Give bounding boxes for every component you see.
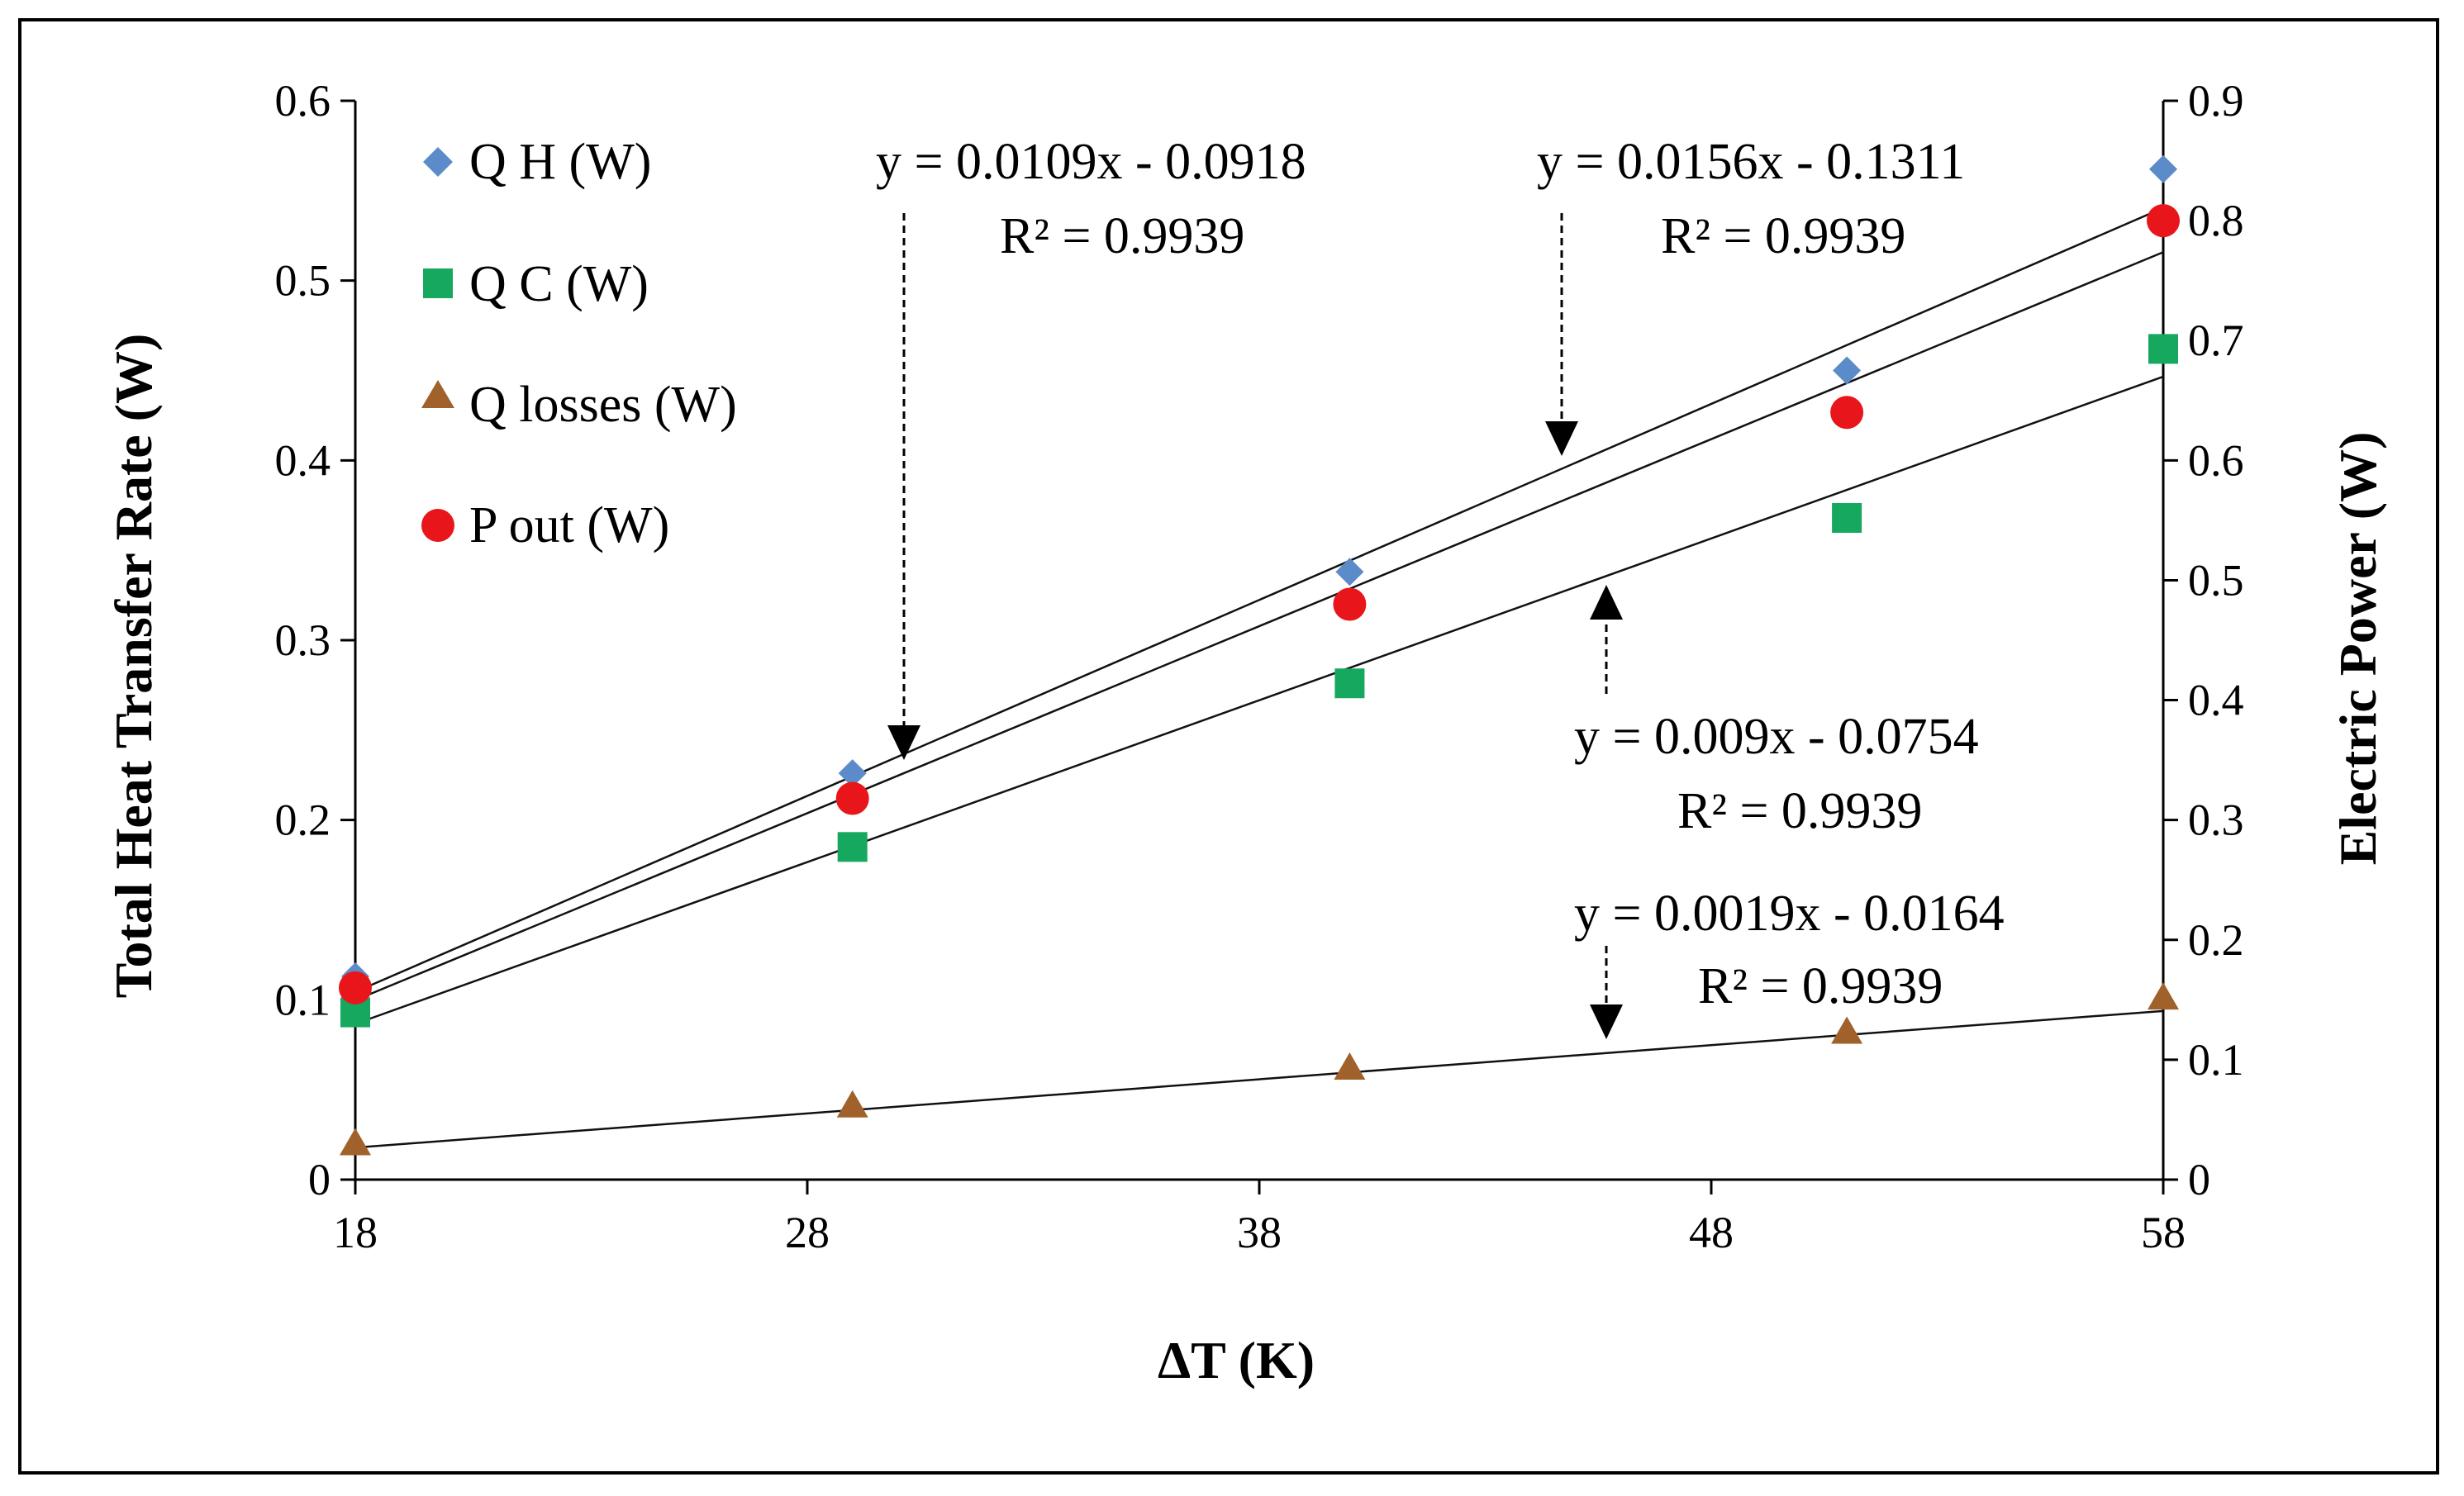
data-point-triangle [1334, 1052, 1366, 1080]
axis-ticks: 0 0.1 0.2 0.3 0.4 0.5 0.6 0 0.1 0.2 0.3 0.4 0.5 0.6 0.… [275, 76, 2244, 1257]
data-point-circle [1830, 396, 1864, 430]
data-point-triangle [340, 1128, 371, 1156]
data-point-circle [339, 971, 372, 1004]
y2-tick-label: 0 [2188, 1155, 2210, 1204]
equation-pout: y = 0.0156x - 0.1311 [1537, 134, 1965, 190]
equation-qlosses: y = 0.0019x - 0.0164 [1574, 886, 2005, 942]
legend-marker-diamond [423, 147, 453, 177]
x-axis-title: ΔT (K) [1158, 1331, 1315, 1389]
legend-item-qh: Q H (W) [423, 134, 651, 190]
y-tick-label: 0.3 [275, 615, 331, 665]
data-point-circle [1333, 587, 1367, 621]
equation-qh: y = 0.0109x - 0.0918 [876, 134, 1306, 190]
annotation-arrows [887, 213, 1623, 1039]
legend-marker-square [423, 268, 453, 298]
trendline-equations: y = 0.0109x - 0.0918 R² = 0.9939 y = 0.0… [876, 134, 2005, 1014]
trendline [354, 375, 2164, 1025]
y-tick-label: 0.5 [275, 256, 331, 306]
legend-label: P out (W) [469, 497, 669, 553]
legend-label: Q losses (W) [469, 377, 737, 433]
y2-tick-label: 0.5 [2188, 555, 2244, 605]
trendlines [354, 207, 2164, 1149]
legend-marker-circle [421, 509, 454, 542]
data-point-square [1334, 668, 1365, 699]
arrow-qlosses-head [1590, 1004, 1623, 1039]
y-tick-label: 0.1 [275, 975, 331, 1024]
arrow-pout-head [1545, 421, 1578, 456]
y2-tick-label: 0.6 [2188, 435, 2244, 485]
y2-tick-label: 0.1 [2188, 1035, 2244, 1085]
equation-qc: y = 0.009x - 0.0754 [1574, 709, 1979, 765]
legend-label: Q C (W) [469, 256, 649, 312]
arrow-qh-head [887, 725, 920, 760]
chart-frame [18, 18, 2439, 1475]
plot-area: 0 0.1 0.2 0.3 0.4 0.5 0.6 0 0.1 0.2 0.3 0.4 0.5 0.6 0.… [275, 76, 2244, 1257]
data-points [339, 154, 2180, 1156]
data-point-diamond [838, 759, 867, 788]
legend-marker-triangle [421, 380, 454, 408]
data-point-triangle [2148, 982, 2179, 1010]
legend-item-pout: P out (W) [421, 497, 669, 553]
y2-axis-title: Electric Power (W) [2328, 432, 2387, 866]
r2-qlosses: R² = 0.9939 [1698, 958, 1943, 1014]
trendline [354, 1009, 2164, 1149]
x-tick-label: 58 [2141, 1208, 2186, 1257]
data-point-diamond [2149, 154, 2177, 183]
data-point-diamond [1833, 356, 1862, 385]
data-point-diamond [1335, 558, 1364, 587]
y-tick-label: 0.6 [275, 76, 331, 126]
legend: Q H (W) Q C (W) Q losses (W) P out (W) [421, 134, 737, 553]
r2-qh: R² = 0.9939 [1000, 208, 1244, 264]
x-tick-label: 18 [333, 1208, 378, 1257]
data-point-circle [835, 781, 869, 815]
y2-tick-label: 0.7 [2188, 316, 2244, 365]
legend-item-qlosses: Q losses (W) [421, 377, 737, 433]
data-point-square [837, 832, 868, 862]
legend-label: Q H (W) [469, 134, 651, 190]
x-tick-label: 48 [1689, 1208, 1734, 1257]
y2-tick-label: 0.3 [2188, 795, 2244, 845]
data-point-circle [2147, 204, 2180, 238]
y2-tick-label: 0.2 [2188, 915, 2244, 965]
data-point-square [1832, 502, 1862, 533]
data-point-triangle [836, 1090, 868, 1118]
r2-qc: R² = 0.9939 [1677, 783, 1922, 839]
trendline [354, 251, 2164, 1001]
x-tick-label: 38 [1237, 1208, 1282, 1257]
r2-pout: R² = 0.9939 [1661, 208, 1905, 264]
y-tick-label: 0 [308, 1155, 331, 1204]
y-axis-title: Total Heat Transfer Rate (W) [104, 334, 163, 999]
y-tick-label: 0.2 [275, 795, 331, 845]
y2-tick-label: 0.8 [2188, 196, 2244, 245]
data-point-triangle [1831, 1016, 1863, 1044]
arrow-qc-head [1590, 585, 1623, 620]
data-point-square [2148, 334, 2178, 364]
y2-tick-label: 0.9 [2188, 76, 2244, 126]
y2-tick-label: 0.4 [2188, 676, 2244, 725]
legend-item-qc: Q C (W) [423, 256, 649, 312]
x-tick-label: 28 [785, 1208, 830, 1257]
trendline [354, 207, 2164, 993]
y-tick-label: 0.4 [275, 435, 331, 485]
